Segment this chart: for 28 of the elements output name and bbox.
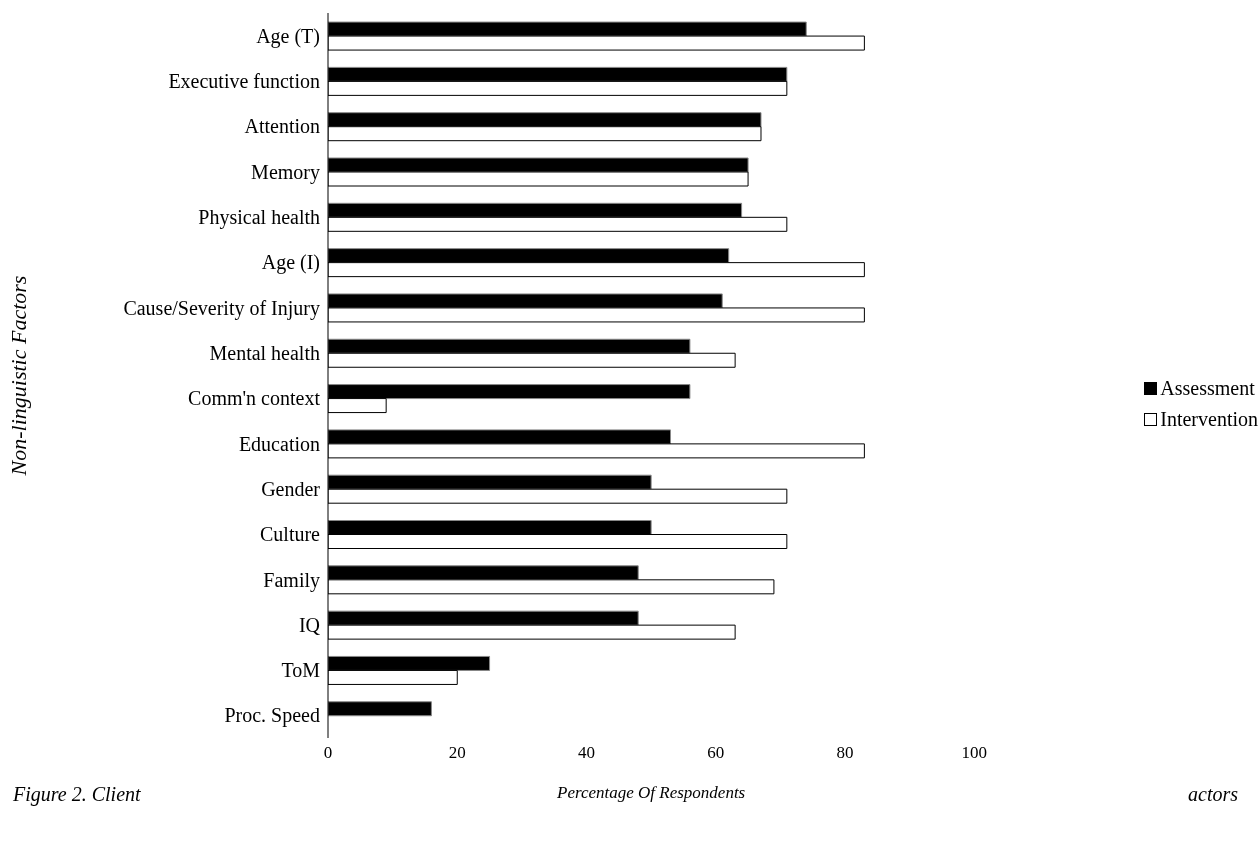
y-tick-label: Executive function bbox=[168, 70, 320, 93]
x-tick-label: 20 bbox=[448, 743, 466, 763]
legend-label: Assessment bbox=[1160, 377, 1255, 400]
x-tick-label: 100 bbox=[961, 743, 987, 763]
y-tick-label: Memory bbox=[251, 160, 320, 184]
y-tick-label: Mental health bbox=[209, 341, 320, 364]
legend-label: Intervention bbox=[1160, 408, 1258, 431]
y-tick-label: Family bbox=[263, 568, 320, 592]
caption: Figure 2. Client bbox=[13, 783, 141, 806]
x-tick-label: 0 bbox=[323, 743, 333, 763]
y-tick-label: ToM bbox=[281, 659, 321, 682]
y-tick-label: Proc. Speed bbox=[224, 704, 320, 728]
y-axis-title: Non-linguistic Factors bbox=[5, 275, 31, 477]
x-tick-label: 80 bbox=[836, 743, 854, 763]
y-tick-label: IQ bbox=[298, 613, 321, 636]
y-tick-label: Comm'n context bbox=[188, 387, 321, 410]
y-tick-label: Culture bbox=[260, 523, 321, 546]
x-tick-label: 60 bbox=[707, 743, 725, 763]
y-tick-label: Education bbox=[238, 432, 320, 455]
x-axis-title: Percentage Of Respondents bbox=[556, 783, 746, 802]
y-tick-label: Age (T) bbox=[256, 24, 320, 48]
y-tick-label: Cause/Severity of Injury bbox=[123, 296, 320, 320]
y-tick-label: Age (I) bbox=[261, 251, 320, 275]
y-tick-label: Gender bbox=[261, 477, 321, 500]
y-tick-label: Attention bbox=[244, 115, 320, 138]
text: actors bbox=[1188, 783, 1238, 806]
y-tick-label: Physical health bbox=[198, 206, 320, 230]
x-tick-label: 40 bbox=[578, 743, 595, 763]
